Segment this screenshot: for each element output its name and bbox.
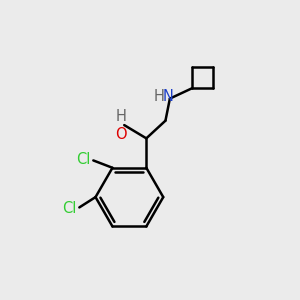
Text: N: N	[163, 89, 174, 104]
Text: H: H	[153, 89, 164, 104]
Text: O: O	[115, 128, 127, 142]
Text: H: H	[115, 109, 126, 124]
Text: Cl: Cl	[63, 201, 77, 216]
Text: Cl: Cl	[76, 152, 91, 167]
